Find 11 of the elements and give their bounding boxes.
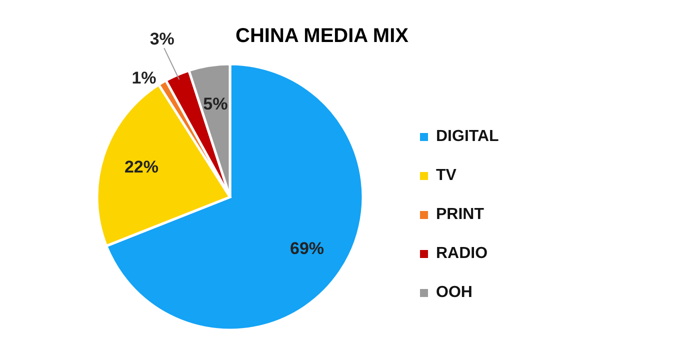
legend-label: TV bbox=[436, 167, 457, 184]
data-label: 1% bbox=[132, 68, 156, 88]
data-label: 22% bbox=[124, 158, 158, 177]
legend-label: PRINT bbox=[436, 206, 484, 224]
chart-title: CHINA MEDIA MIX bbox=[236, 25, 410, 47]
legend-label: OOH bbox=[436, 284, 472, 302]
data-label: 5% bbox=[203, 94, 228, 114]
data-label: 69% bbox=[290, 238, 324, 258]
data-label: 3% bbox=[150, 30, 174, 49]
legend-label: RADIO bbox=[436, 245, 488, 262]
legend-label: DIGITAL bbox=[436, 128, 500, 146]
